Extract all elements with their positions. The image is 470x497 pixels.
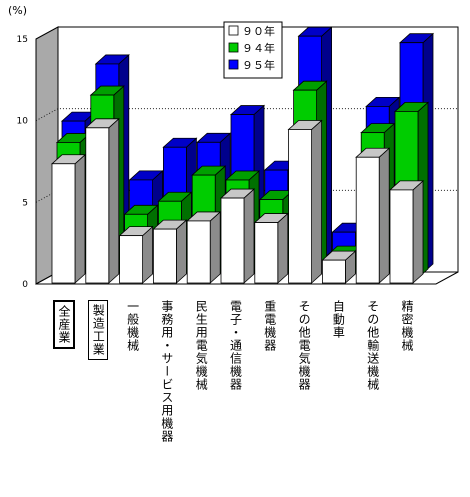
category-label: 自動車	[322, 300, 354, 339]
y-tick-label: 0	[22, 280, 28, 290]
bar-side	[74, 153, 86, 284]
category-label-text: その他電気機器	[297, 300, 312, 391]
bar-1-10	[355, 147, 391, 284]
category-label-text: 自動車	[331, 300, 346, 339]
category-label: 重電機器	[254, 300, 286, 352]
bar-1-11	[388, 180, 425, 284]
bar-side	[108, 117, 120, 284]
y-axis-label: (%)	[8, 4, 27, 17]
bar-front	[389, 189, 414, 284]
bar-1-7	[253, 212, 289, 284]
bar-front	[152, 228, 177, 284]
category-label-text: その他輸送機械	[365, 300, 380, 391]
category-label: 全産業	[48, 300, 80, 349]
y-tick-label: 15	[17, 35, 28, 45]
category-label: 電子・通信機器	[220, 300, 252, 391]
legend: ９０年 ９４年 ９５年	[223, 21, 283, 79]
category-label-text: 製造工業	[88, 300, 109, 360]
category-label-text: 事務用・サービス用機器	[159, 300, 174, 443]
bar-side	[311, 119, 323, 284]
category-label-text: 一般機械	[125, 300, 140, 352]
bar-side	[277, 212, 289, 284]
bar-front	[254, 222, 279, 284]
bars	[50, 26, 435, 284]
category-label: 製造工業	[82, 300, 114, 360]
bar-front	[186, 220, 211, 284]
bar-1-6	[219, 188, 256, 284]
category-label: 精密機械	[391, 300, 423, 352]
bar-1-5	[186, 211, 222, 284]
y-axis-ticks: 0 5 10 15	[17, 35, 29, 290]
bar-side	[142, 225, 154, 284]
bar-front	[85, 127, 110, 284]
bar-front	[51, 163, 76, 284]
category-label: その他輸送機械	[357, 300, 389, 391]
bar-side	[378, 147, 390, 284]
bar-front	[119, 235, 143, 284]
category-label: 事務用・サービス用機器	[151, 300, 183, 443]
category-label-text: 電子・通信機器	[228, 300, 243, 391]
category-label-text: 精密機械	[400, 300, 414, 352]
legend-label: ９４年	[242, 41, 275, 55]
legend-swatch	[228, 42, 239, 53]
bar-side	[209, 211, 221, 284]
bar-1-4	[152, 219, 188, 284]
bar-1-8	[287, 119, 323, 284]
category-label: 民生用電気機械	[185, 300, 217, 391]
bar-front	[355, 156, 380, 284]
bar-1-3	[118, 225, 154, 284]
bar-side	[175, 219, 187, 284]
category-label-text: 全産業	[53, 300, 75, 349]
bar-1-2	[84, 117, 120, 284]
bar-front	[288, 129, 313, 284]
bar-1-9	[321, 250, 357, 284]
y-tick-label: 10	[17, 117, 29, 127]
legend-swatch	[228, 25, 239, 36]
bar-side	[412, 180, 424, 284]
legend-label: ９５年	[242, 58, 275, 72]
bar-front	[220, 197, 245, 284]
category-label: その他電気機器	[288, 300, 320, 391]
legend-label: ９０年	[242, 24, 275, 38]
y-tick-label: 5	[22, 198, 28, 208]
category-label-text: 民生用電気機械	[194, 300, 209, 391]
category-label: 一般機械	[117, 300, 149, 352]
bar-front	[321, 259, 346, 284]
category-label-text: 重電機器	[262, 300, 277, 352]
legend-swatch	[228, 59, 239, 70]
bar-side	[243, 188, 255, 284]
bar-1-1	[50, 153, 87, 284]
